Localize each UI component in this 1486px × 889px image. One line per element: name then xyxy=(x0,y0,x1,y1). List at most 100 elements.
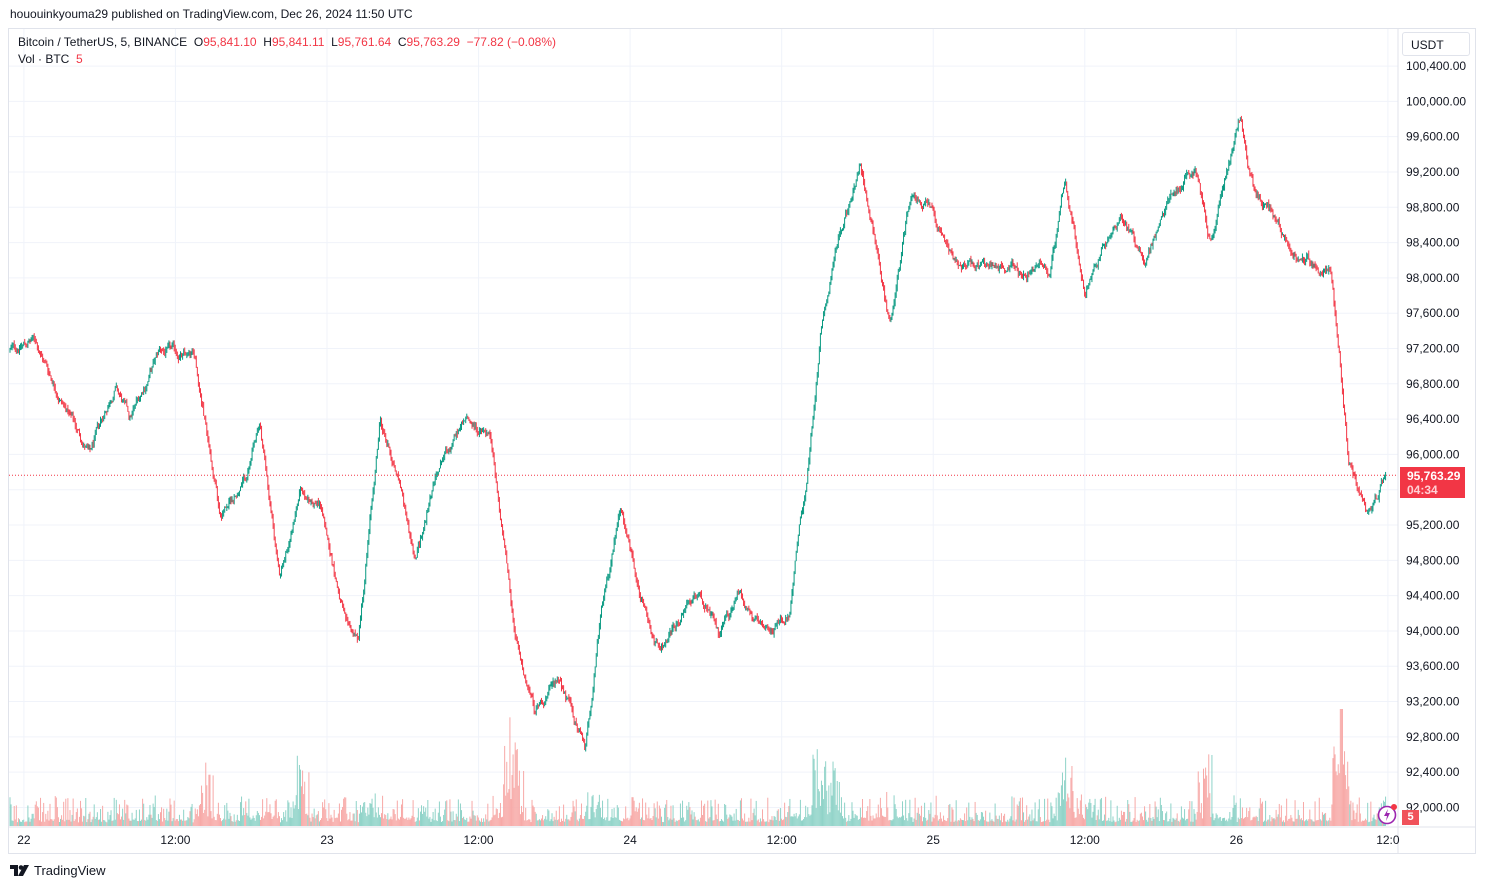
volume-bar xyxy=(141,819,143,826)
volume-bar xyxy=(710,800,712,826)
volume-bar xyxy=(693,812,695,826)
volume-bar xyxy=(331,817,333,826)
volume-bar xyxy=(237,820,239,826)
volume-bar xyxy=(378,814,380,826)
volume-bar xyxy=(1229,811,1231,826)
volume-bar xyxy=(68,819,70,826)
volume-bar xyxy=(517,785,519,826)
volume-bar xyxy=(664,807,666,826)
volume-bar xyxy=(644,820,646,826)
volume-bar xyxy=(1255,815,1257,826)
lightning-icon[interactable] xyxy=(1377,803,1399,825)
volume-bar xyxy=(659,808,661,826)
volume-bar xyxy=(850,818,852,826)
volume-bar xyxy=(643,819,645,826)
volume-bar xyxy=(1366,820,1368,826)
volume-bar xyxy=(885,816,887,826)
volume-bar xyxy=(848,815,850,826)
volume-bar xyxy=(244,814,246,826)
volume-bar xyxy=(425,807,427,826)
volume-bar xyxy=(944,819,946,826)
volume-bar xyxy=(255,815,257,826)
volume-bar xyxy=(1288,818,1290,826)
volume-bar xyxy=(346,813,348,826)
volume-bar xyxy=(1094,798,1096,826)
volume-bar xyxy=(724,803,726,826)
volume-bar xyxy=(282,820,284,826)
volume-bar xyxy=(162,821,164,826)
volume-bar xyxy=(875,813,877,826)
volume-bar xyxy=(344,797,346,826)
volume-bar xyxy=(364,802,366,826)
volume-bar xyxy=(398,819,400,826)
open-label: O xyxy=(193,35,204,49)
volume-bar xyxy=(395,820,397,826)
volume-bar xyxy=(1345,775,1347,826)
volume-bar xyxy=(177,821,179,826)
tradingview-logo[interactable]: TradingView xyxy=(10,863,106,878)
volume-bar xyxy=(953,821,955,826)
volume-bar xyxy=(388,819,390,826)
volume-bar xyxy=(307,815,309,826)
volume-bar xyxy=(154,795,156,826)
volume-bar xyxy=(1029,814,1031,826)
volume-bar xyxy=(1024,821,1026,826)
volume-bar xyxy=(879,797,881,826)
volume-bar xyxy=(60,818,62,826)
volume-bar xyxy=(1126,818,1128,826)
volume-bar xyxy=(72,798,74,826)
volume-bar xyxy=(1169,818,1171,826)
volume-bar xyxy=(688,802,690,826)
volume-bar xyxy=(495,808,497,826)
symbol-name[interactable]: Bitcoin / TetherUS, 5, BINANCE xyxy=(18,35,188,49)
volume-bar xyxy=(243,808,245,826)
volume-bar xyxy=(1160,804,1162,826)
volume-bar xyxy=(157,814,159,826)
last-price-value: 95,763.29 xyxy=(1407,469,1461,483)
volume-bar xyxy=(906,818,908,826)
volume-bar xyxy=(462,818,464,826)
volume-bar xyxy=(1215,813,1217,826)
volume-bar xyxy=(593,812,595,826)
volume-label[interactable]: Vol · BTC xyxy=(18,52,70,66)
volume-bar xyxy=(402,799,404,826)
chart-frame[interactable] xyxy=(8,28,1476,854)
volume-bar xyxy=(277,812,279,826)
volume-bar xyxy=(34,804,36,826)
volume-bar xyxy=(1254,817,1256,826)
volume-bar xyxy=(1008,821,1010,826)
volume-bar xyxy=(1331,804,1333,826)
volume-bar xyxy=(379,817,381,826)
time-tick-label: 12:00 xyxy=(160,833,190,847)
volume-bar xyxy=(1016,804,1018,826)
volume-bar xyxy=(202,792,204,826)
volume-bar xyxy=(556,820,558,826)
volume-bar xyxy=(470,818,472,826)
volume-bar xyxy=(1013,797,1015,826)
volume-bar xyxy=(1241,807,1243,826)
volume-bar xyxy=(73,821,75,826)
volume-bar xyxy=(353,813,355,826)
volume-bar xyxy=(791,816,793,826)
volume-bar xyxy=(1271,817,1273,826)
volume-bar xyxy=(788,806,790,826)
volume-bar xyxy=(1030,821,1032,826)
volume-bar xyxy=(745,821,747,826)
volume-bar xyxy=(814,770,816,826)
volume-bar xyxy=(927,819,929,826)
currency-button[interactable]: USDT xyxy=(1402,32,1470,56)
volume-bar xyxy=(145,820,147,826)
volume-bar xyxy=(518,770,520,826)
volume-bar xyxy=(1210,817,1212,826)
volume-bar xyxy=(228,818,230,826)
volume-bar xyxy=(691,810,693,826)
volume-bar xyxy=(1281,821,1283,826)
volume-bar xyxy=(97,819,99,826)
volume-bar xyxy=(731,816,733,826)
volume-bar xyxy=(1324,813,1326,826)
volume-bar xyxy=(175,819,177,826)
volume-bar xyxy=(1021,797,1023,826)
volume-bar xyxy=(974,801,976,826)
volume-bar xyxy=(1083,817,1085,826)
